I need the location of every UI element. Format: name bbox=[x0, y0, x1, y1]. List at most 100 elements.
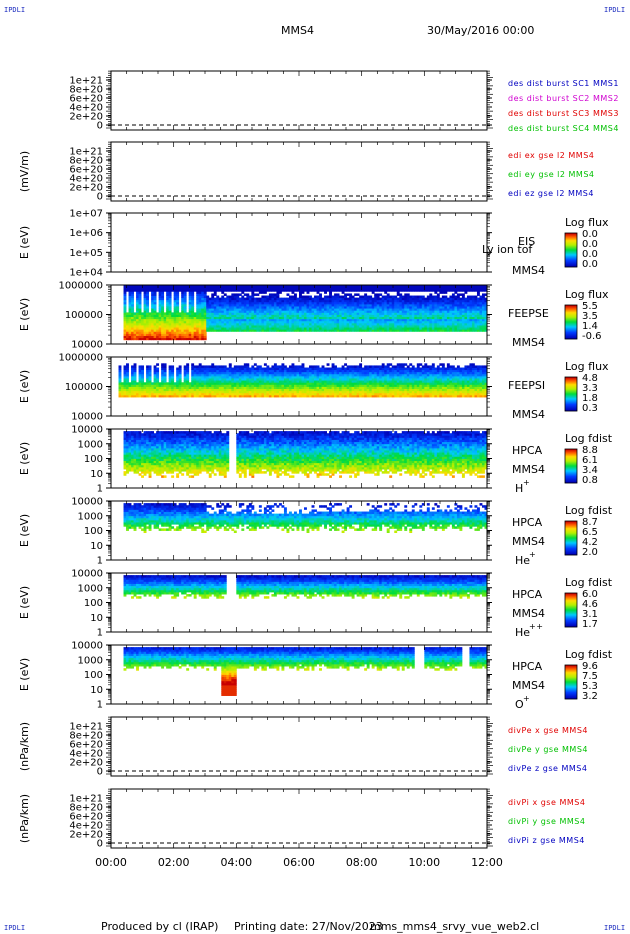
spectrogram-cell bbox=[181, 287, 185, 290]
spectrogram-cell bbox=[371, 365, 375, 368]
spectrogram-cell bbox=[278, 327, 282, 330]
spectrogram-cell bbox=[268, 287, 272, 290]
spectrogram-cell bbox=[336, 301, 340, 305]
spectrogram-cell bbox=[326, 299, 330, 303]
spectrogram-cell bbox=[268, 320, 272, 324]
spectrogram-cell bbox=[151, 316, 155, 320]
spectrogram-cell bbox=[156, 327, 160, 330]
spectrogram-cell bbox=[329, 306, 332, 309]
spectrogram-cell bbox=[188, 333, 192, 336]
spectrogram-cell bbox=[334, 299, 337, 303]
spectrogram-cell bbox=[253, 287, 257, 290]
spectrogram-cell bbox=[186, 329, 190, 332]
spectrogram-cell bbox=[201, 329, 205, 332]
spectrogram-cell bbox=[266, 314, 270, 318]
spectrogram-cell bbox=[191, 291, 195, 294]
spectrogram-cell bbox=[271, 365, 275, 368]
spectrogram-cell bbox=[211, 306, 215, 309]
colorbar-title: Log flux bbox=[565, 216, 609, 229]
spectrogram-cell bbox=[168, 306, 172, 309]
spectrogram-cell bbox=[131, 337, 134, 341]
spectrogram-cell bbox=[256, 314, 260, 318]
spectrogram-cell bbox=[299, 329, 302, 332]
spectrogram-cell bbox=[146, 287, 149, 290]
spectrogram-cell bbox=[314, 325, 317, 328]
spectrogram-cell bbox=[253, 289, 257, 292]
spectrogram-cell bbox=[136, 333, 139, 336]
spectrogram-cell bbox=[128, 289, 132, 292]
spectrogram-cell bbox=[243, 289, 247, 292]
spectrogram-cell bbox=[296, 299, 300, 303]
spectrogram-cell bbox=[201, 337, 205, 341]
spectrogram-cell bbox=[241, 303, 245, 307]
spectrogram-cell bbox=[231, 306, 235, 309]
spectrogram-cell bbox=[238, 325, 242, 328]
spectrogram-cell bbox=[233, 293, 237, 296]
spectrogram-cell bbox=[263, 285, 267, 288]
legend-entry: edi ex gse l2 MMS4 bbox=[508, 151, 594, 160]
spectrogram-cell bbox=[278, 303, 282, 307]
spectrogram-cell bbox=[223, 312, 227, 315]
spectrogram-cell bbox=[278, 318, 282, 322]
spectrogram-cell bbox=[258, 303, 262, 307]
spectrogram-cell bbox=[226, 320, 230, 324]
spectrogram-cell bbox=[273, 322, 277, 326]
spectrogram-cell bbox=[146, 365, 149, 368]
spectrogram-cell bbox=[344, 322, 348, 326]
spectrogram-cell bbox=[221, 289, 225, 292]
spectrogram-cell bbox=[263, 318, 267, 322]
spectrogram-cell bbox=[351, 327, 355, 330]
spectrogram-cell bbox=[201, 320, 205, 324]
spectrogram-cell bbox=[198, 306, 202, 309]
spectrogram-cell bbox=[198, 333, 202, 336]
spectrogram-cell bbox=[161, 335, 165, 339]
spectrogram-cell bbox=[344, 367, 348, 371]
spectrogram-cell bbox=[176, 312, 180, 315]
spectrogram-cell bbox=[183, 293, 187, 296]
spectrogram-cell bbox=[216, 299, 220, 303]
spectrogram-cell bbox=[238, 297, 242, 301]
spectrogram-cell bbox=[253, 297, 257, 301]
spectrogram-cell bbox=[261, 320, 265, 324]
spectrogram-cell bbox=[276, 322, 280, 326]
spectrogram-cell bbox=[456, 293, 460, 296]
spectrogram-cell bbox=[168, 337, 172, 341]
spectrogram-cell bbox=[221, 295, 225, 299]
spectrogram-cell bbox=[304, 289, 307, 292]
spectrogram-cell bbox=[143, 293, 147, 296]
colorbar-swatch bbox=[565, 242, 577, 244]
spectrogram-cell bbox=[193, 285, 197, 288]
spectrogram-cell bbox=[319, 308, 322, 311]
spectrogram-cell bbox=[374, 365, 378, 368]
spectrogram-cell bbox=[176, 285, 180, 288]
spectrogram-cell bbox=[213, 301, 217, 305]
spectrogram-cell bbox=[306, 314, 310, 318]
spectrogram-cell bbox=[156, 314, 160, 318]
spectrogram-cell bbox=[258, 310, 262, 313]
spectrogram-cell bbox=[151, 335, 155, 339]
spectrogram-cell bbox=[186, 316, 190, 320]
spectrogram-cell bbox=[198, 299, 202, 303]
spectrogram-cell bbox=[309, 316, 312, 320]
spectrogram-cell bbox=[161, 329, 165, 332]
spectrogram-cell bbox=[238, 318, 242, 322]
spectrogram-cell bbox=[136, 303, 139, 307]
spectrogram-cell bbox=[276, 306, 280, 309]
spectrogram-cell bbox=[321, 329, 325, 332]
spectrogram-cell bbox=[314, 318, 317, 322]
spectrogram-cell bbox=[344, 327, 348, 330]
spectrogram-cell bbox=[271, 303, 275, 307]
spectrogram-cell bbox=[306, 312, 310, 315]
spectrogram-cell bbox=[276, 327, 280, 330]
spectrogram-cell bbox=[203, 312, 207, 315]
spectrogram-cell bbox=[161, 337, 165, 341]
spectrogram-cell bbox=[316, 320, 320, 324]
spectrogram-cell bbox=[344, 320, 348, 324]
spectrogram-cell bbox=[286, 303, 290, 307]
spectrogram-cell bbox=[253, 285, 257, 288]
spectrogram-cell bbox=[233, 289, 237, 292]
spectrogram-cell bbox=[138, 318, 142, 322]
spectrogram-cell bbox=[266, 297, 270, 301]
spectrogram-cell bbox=[341, 285, 345, 288]
spectrogram-cell bbox=[196, 316, 200, 320]
